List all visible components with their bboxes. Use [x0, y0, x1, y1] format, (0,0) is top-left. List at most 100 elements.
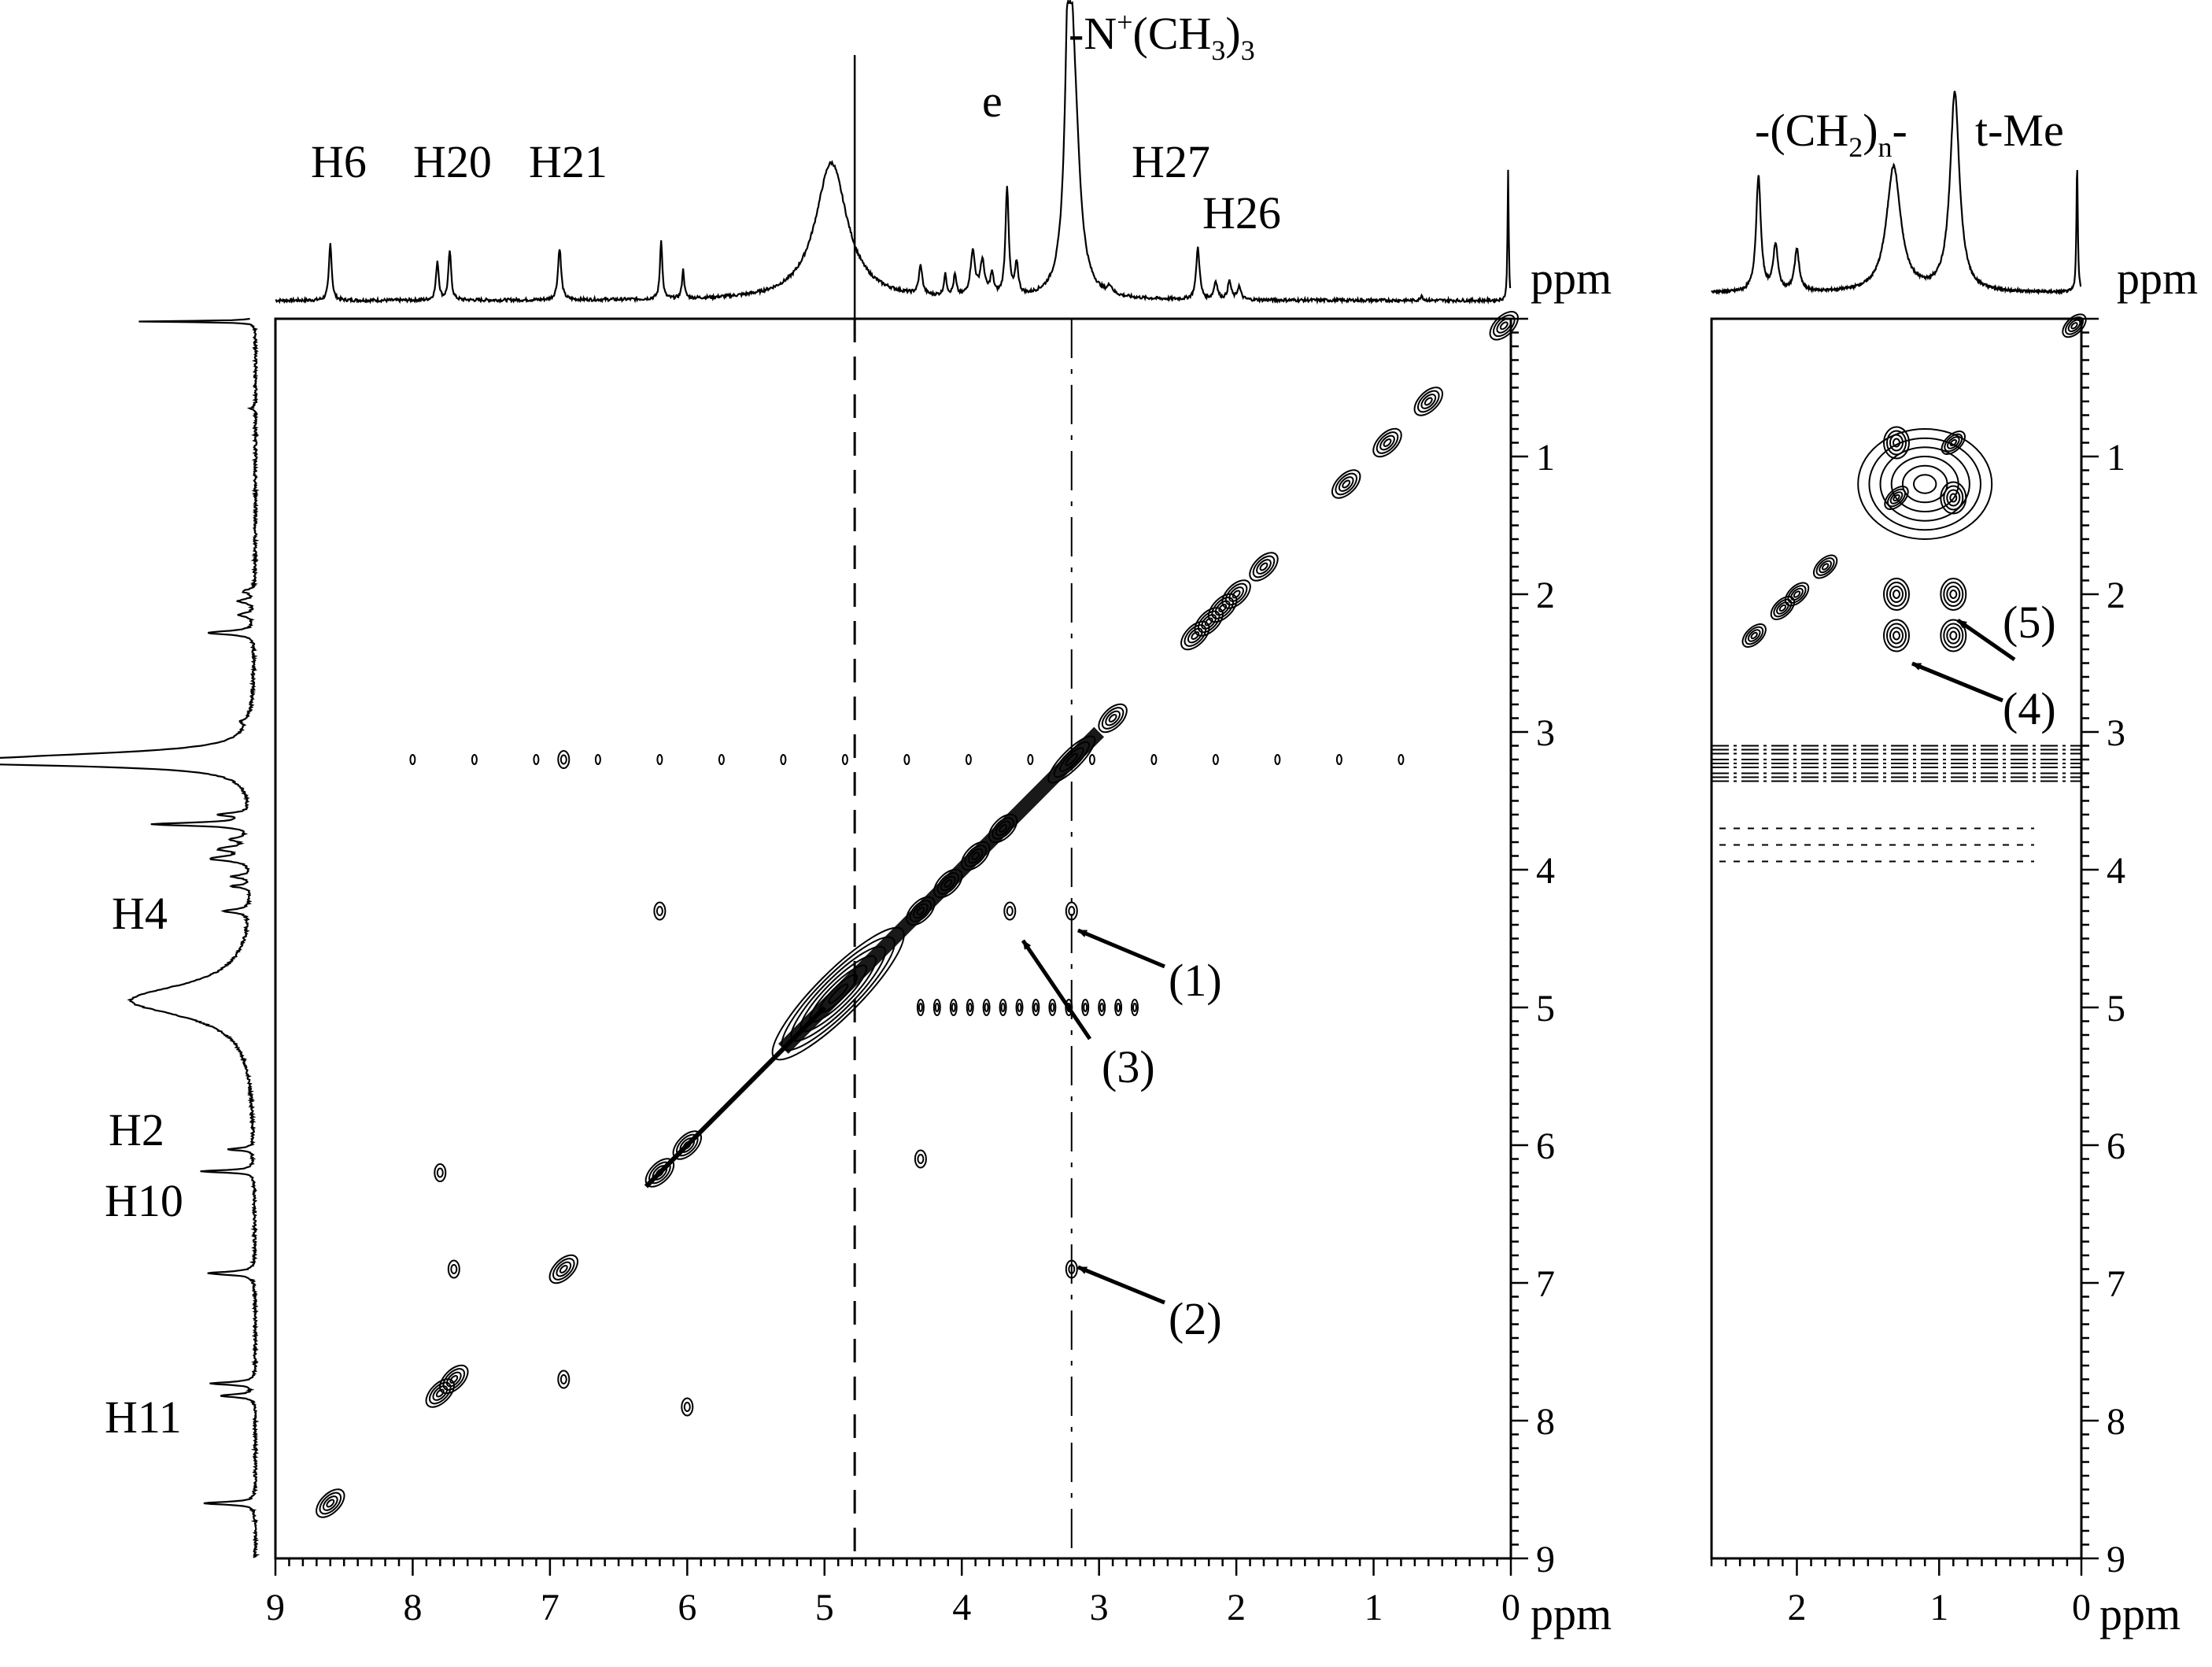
cross-peak — [681, 1397, 694, 1417]
diagonal-peak — [1221, 579, 1251, 609]
nme3-row-peak — [1212, 754, 1219, 765]
cross-peak — [557, 750, 571, 769]
main-y-tick-label: 9 — [1536, 1539, 1555, 1580]
cross-peak — [447, 1259, 460, 1279]
inset-diagonal-peak — [1790, 587, 1804, 601]
inset-diagonal-peak — [1793, 590, 1801, 598]
annotation-label-2: (2) — [1169, 1293, 1222, 1344]
inset-diagonal-peak — [1770, 596, 1796, 620]
diagonal-peak — [1489, 311, 1520, 341]
diagonal-peak — [1331, 469, 1361, 499]
inset-methylene-cluster — [1857, 428, 1993, 540]
diagonal-peak — [556, 1261, 572, 1277]
noise-peak — [949, 999, 958, 1016]
peak-label-h21: H21 — [529, 136, 607, 187]
noise-peak — [1116, 1003, 1121, 1012]
main-x-tick-label: 2 — [1227, 1587, 1246, 1628]
noise-peak — [1032, 999, 1040, 1016]
inset-cross-peak — [1946, 489, 1961, 507]
nme3-row-peak — [780, 754, 787, 765]
inset-y-tick-label: 8 — [2107, 1401, 2125, 1443]
inset-diagonal-peak — [1778, 604, 1787, 612]
diagonal-peak — [1417, 390, 1440, 413]
inset-diagonal-peak — [2062, 313, 2087, 338]
inset-diagonal-peak — [1745, 626, 1764, 645]
nme3-row-peak — [1088, 754, 1095, 765]
peak-label-h2: H2 — [109, 1104, 164, 1155]
main-y-tick-label: 5 — [1536, 988, 1555, 1029]
diagonal-peak — [435, 1388, 445, 1398]
cross-peak — [450, 1264, 458, 1274]
noise-peak — [966, 999, 974, 1016]
nme3-row-peak — [841, 754, 848, 765]
noise-peak — [1065, 999, 1073, 1016]
inset-diagonal-peak — [2067, 319, 2081, 333]
ch2-subscript: 2 — [1848, 131, 1863, 163]
diagonal-peak — [1413, 386, 1444, 416]
diagonal-peak — [1338, 476, 1354, 492]
noise-peak — [1081, 999, 1090, 1016]
diagonal-peak — [445, 1371, 462, 1388]
noise-peak — [1000, 1003, 1006, 1012]
nme3-row-peak — [1027, 754, 1034, 765]
diagonal-peak — [1194, 607, 1224, 637]
diagonal-peak — [548, 1254, 579, 1284]
annotation-arrow-4 — [1911, 661, 2003, 703]
top-1d-spectrum-trace — [275, 0, 1512, 305]
nme3-row-peak — [1398, 754, 1405, 765]
nme3-row-peak — [594, 754, 601, 765]
diagonal-peak — [1493, 314, 1516, 338]
diagonal-peak — [1335, 472, 1357, 496]
diagonal-peak — [552, 1258, 575, 1281]
main-y-tick-label: 2 — [1536, 575, 1555, 616]
diagonal-peak — [1376, 431, 1399, 454]
inset-diagonal-peak — [1784, 582, 1810, 607]
ch2-n-subscript: n — [1878, 131, 1893, 163]
inset-cross-peak — [1889, 627, 1904, 645]
inset-cross-peak — [1883, 426, 1910, 460]
inset-diagonal-peak — [1815, 557, 1835, 576]
diagonal-peak — [449, 1375, 459, 1384]
inset-cross-peak — [1949, 590, 1958, 599]
diagonal-peak — [1252, 555, 1276, 578]
inset-cross-peak — [1943, 582, 1964, 607]
cross-peak — [436, 1167, 444, 1178]
diagonal-ridge — [778, 726, 1105, 1054]
annotation-label-4: (4) — [2003, 683, 2056, 734]
diagonal-peak — [316, 1488, 345, 1518]
cross-peak — [1003, 901, 1017, 921]
annotation-arrow-3 — [1021, 939, 1092, 1040]
inset-cross-peak — [1949, 630, 1958, 641]
diagonal-peak — [1228, 586, 1244, 602]
inset-cross-peak — [1946, 627, 1961, 645]
diagonal-peak — [1224, 582, 1248, 606]
inset-cross-peak — [1940, 578, 1967, 611]
diagonal-peak — [1180, 620, 1210, 651]
diagonal-peak — [322, 1495, 338, 1511]
cross-peak — [557, 1369, 571, 1389]
diagonal-peak — [326, 1499, 335, 1508]
left-1d-spectrum-trace — [0, 317, 260, 1558]
nme3-row-peak — [1335, 754, 1342, 765]
cross-peak — [434, 1163, 447, 1182]
inset-cross-peak — [1889, 586, 1904, 603]
diagonal-peak — [1424, 397, 1433, 406]
diagonal-peak — [439, 1364, 469, 1395]
peak-label-ch2n: -(CH2)n- — [1755, 105, 1907, 163]
main-x-tick-label: 3 — [1090, 1587, 1109, 1628]
diagonal-peak — [1256, 559, 1272, 575]
main-y-tick-label: 3 — [1536, 712, 1555, 754]
noise-peak — [1017, 1003, 1022, 1012]
diagonal-peak — [1211, 597, 1234, 619]
annotation-label-3: (3) — [1102, 1041, 1155, 1092]
diagonal-peak — [1187, 627, 1203, 644]
annotation-label-1: (1) — [1169, 955, 1222, 1006]
inset-diagonal-peak — [1821, 563, 1830, 571]
cross-peak — [559, 754, 567, 765]
diagonal-peak — [429, 1381, 452, 1405]
peak-label-tme: t-Me — [1975, 105, 2064, 156]
inset-cross-peak — [1886, 582, 1907, 607]
inset-y-tick-label: 3 — [2107, 712, 2125, 754]
annotation-label-5: (5) — [2003, 597, 2056, 648]
noise-peak — [1050, 1003, 1055, 1012]
